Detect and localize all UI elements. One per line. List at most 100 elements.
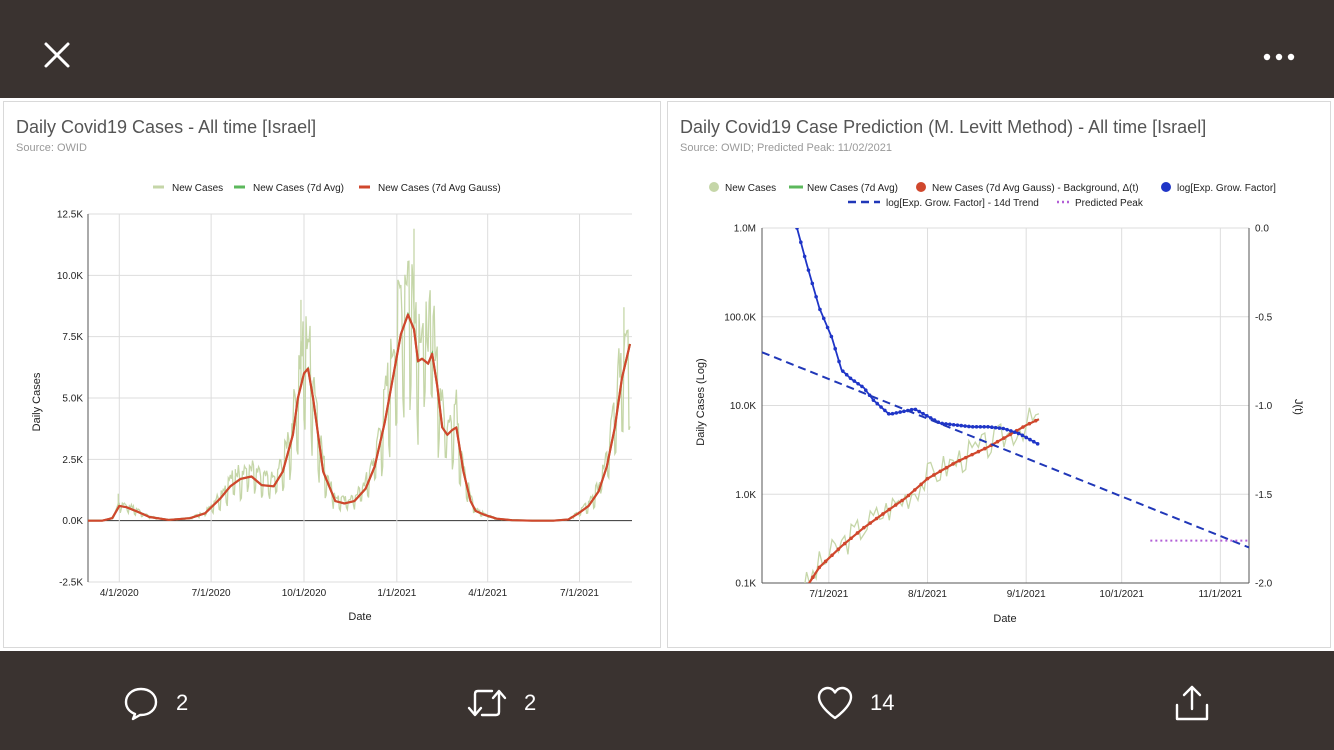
- gauss-point: [836, 547, 841, 551]
- new-cases-line: [88, 260, 631, 522]
- growth-point: [1012, 430, 1017, 434]
- legend-label-1: New Cases (7d Avg): [253, 183, 344, 194]
- growth-point: [940, 421, 944, 426]
- like-button[interactable]: 14: [816, 683, 894, 723]
- growth-point: [1035, 442, 1040, 446]
- gauss-point: [932, 473, 936, 477]
- growth-point: [856, 381, 860, 386]
- growth-point: [802, 254, 807, 259]
- growth-point: [1020, 433, 1025, 438]
- y-axis-label: Daily Cases: [31, 372, 43, 431]
- x-tick-label: 10/1/2020: [282, 588, 327, 599]
- growth-point: [982, 425, 986, 429]
- legend-label-2: New Cases (7d Avg Gauss) - Background, Δ…: [932, 183, 1139, 194]
- left-chart-title: Daily Covid19 Cases - All time [Israel]: [16, 117, 317, 137]
- growth-point: [921, 411, 925, 416]
- growth-point: [825, 325, 830, 330]
- legend-label-1: New Cases (7d Avg): [807, 183, 898, 194]
- growth-point: [955, 423, 960, 427]
- y-tick-label: 0.0K: [62, 516, 83, 527]
- share-icon: [1175, 685, 1209, 721]
- growth-point: [925, 413, 929, 418]
- x-tick-label: 11/1/2021: [1198, 589, 1242, 600]
- y-tick-label: 10.0K: [57, 271, 83, 282]
- more-options-button[interactable]: [1262, 50, 1296, 64]
- gauss-point: [881, 512, 885, 516]
- y-tick-label: 5.0K: [62, 394, 83, 405]
- growth-point: [1032, 439, 1036, 444]
- growth-point: [829, 334, 834, 339]
- trend-line: [762, 351, 1249, 549]
- close-button[interactable]: [40, 38, 74, 72]
- gauss-point: [1008, 432, 1013, 437]
- gauss-point: [944, 465, 949, 470]
- reply-button[interactable]: 2: [122, 683, 188, 723]
- gauss-point: [855, 531, 860, 535]
- reply-icon: [124, 687, 158, 721]
- growth-point: [997, 426, 1002, 430]
- growth-point: [890, 411, 895, 416]
- gauss-point: [811, 575, 815, 580]
- growth-point: [883, 408, 887, 413]
- y-tick-label: 2.5K: [62, 455, 83, 466]
- more-icon: [1263, 53, 1295, 61]
- gauss-point: [938, 469, 943, 474]
- legend-swatch-3: [1161, 182, 1171, 192]
- right-chart-title: Daily Covid19 Case Prediction (M. Levitt…: [680, 117, 1207, 137]
- y-tick-label: 0.1K: [735, 579, 756, 590]
- growth-point: [848, 376, 853, 381]
- gauss-point: [842, 541, 847, 546]
- heart-icon: [817, 686, 853, 720]
- y2-tick-label: 0.0: [1255, 224, 1269, 235]
- growth-point: [993, 425, 998, 430]
- growth-point: [947, 422, 952, 427]
- growth-point: [1024, 435, 1028, 440]
- gauss-line: [88, 313, 632, 522]
- like-count: 14: [870, 690, 895, 715]
- y-tick-label: 1.0K: [735, 490, 756, 501]
- growth-point: [963, 424, 967, 428]
- y-tick-label: -2.5K: [59, 578, 83, 589]
- gauss-point: [995, 439, 1000, 444]
- gauss-point: [868, 521, 873, 525]
- y-tick-label: 7.5K: [62, 332, 83, 343]
- growth-point: [898, 410, 902, 414]
- growth-point: [871, 398, 876, 402]
- gauss-point: [849, 536, 853, 541]
- gauss-point: [817, 565, 822, 570]
- growth-point: [1028, 437, 1032, 442]
- growth-point: [833, 346, 838, 351]
- bottom-action-bar: 2 2 14: [0, 651, 1334, 750]
- y2-axis-label: J(t): [1292, 399, 1304, 415]
- tweet-image[interactable]: New Cases New Cases (7d Avg) New Cases (7d…: [0, 98, 1334, 651]
- legend-label-0: New Cases: [172, 183, 223, 194]
- x-tick-label: 8/1/2021: [908, 589, 947, 600]
- x-tick-label: 7/1/2021: [809, 589, 848, 600]
- growth-point: [837, 359, 841, 364]
- y-tick-label: 1.0M: [734, 224, 756, 235]
- growth-point: [928, 416, 933, 420]
- growth-point: [959, 423, 964, 428]
- gauss-point: [919, 482, 923, 487]
- growth-point: [1005, 427, 1009, 432]
- gauss-point: [1033, 418, 1038, 423]
- share-button[interactable]: [1172, 683, 1212, 723]
- growth-point: [844, 372, 849, 377]
- legend-swatch-0: [709, 182, 719, 192]
- retweet-icon: [467, 689, 507, 717]
- gauss-point: [887, 507, 892, 512]
- y-tick-label: 100.0K: [724, 312, 756, 323]
- growth-point: [795, 228, 799, 230]
- x-tick-label: 7/1/2021: [560, 588, 599, 599]
- growth-point: [967, 424, 971, 429]
- growth-point: [886, 412, 891, 416]
- right-chart: New Cases New Cases (7d Avg) New Cases (7d…: [695, 182, 1304, 625]
- growth-point: [818, 307, 822, 312]
- growth-point: [951, 422, 956, 427]
- y2-tick-label: -1.0: [1255, 401, 1273, 412]
- retweet-button[interactable]: 2: [466, 683, 536, 723]
- growth-point: [852, 379, 857, 383]
- growth-point: [875, 401, 880, 406]
- reply-count: 2: [176, 690, 189, 715]
- x-tick-label: 10/1/2021: [1099, 589, 1144, 600]
